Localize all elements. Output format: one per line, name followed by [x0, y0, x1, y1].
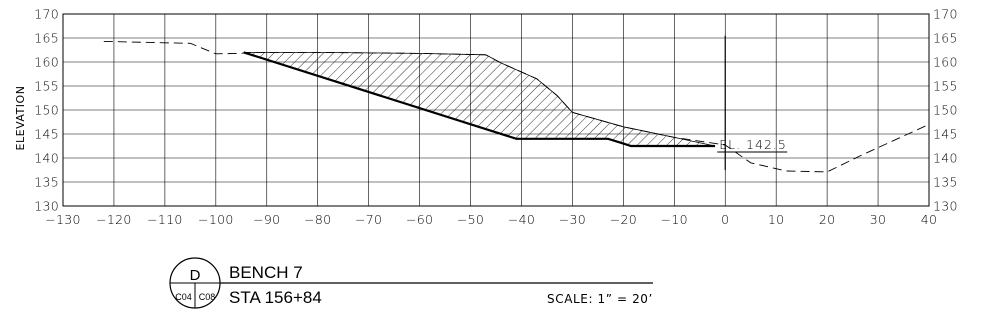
y-tick-label-left: 155 [34, 79, 59, 94]
x-tick-label: −120 [96, 212, 132, 227]
x-tick-label: −70 [355, 212, 382, 227]
y-tick-label-left: 135 [34, 175, 59, 190]
existing-ground-line [103, 40, 930, 173]
profile-lines: EL. 142.5 [103, 35, 930, 173]
y-tick-label-right: 140 [933, 151, 958, 166]
y-tick-label-left: 130 [34, 199, 59, 214]
y-tick-label-left: 160 [34, 55, 59, 70]
x-tick-label: −50 [457, 212, 484, 227]
x-tick-label: 0 [721, 212, 729, 227]
y-tick-label-right: 150 [933, 103, 958, 118]
y-tick-label-right: 130 [933, 199, 958, 214]
y-tick-label-left: 165 [34, 31, 59, 46]
sheet-ref-right: C08 [199, 292, 216, 302]
x-tick-label: −90 [253, 212, 280, 227]
x-tick-label: 10 [768, 212, 785, 227]
sheet-ref-left: C04 [175, 292, 192, 302]
x-tick-label: −10 [661, 212, 688, 227]
proposed-bench-line [243, 51, 715, 148]
x-tick-label: −100 [198, 212, 234, 227]
grid [62, 13, 930, 207]
hatched-cut-region [243, 52, 716, 147]
x-tick-label: −60 [406, 212, 433, 227]
y-axis-label: ELEVATION [14, 86, 27, 151]
y-tick-label-right: 160 [933, 55, 958, 70]
y-tick-label-left: 145 [34, 127, 59, 142]
x-tick-label: 40 [921, 212, 938, 227]
detail-title: BENCH 7 [229, 263, 303, 282]
y-tick-label-left: 150 [34, 103, 59, 118]
scale-note: SCALE: 1” = 20’ [547, 292, 653, 306]
x-tick-label: −80 [304, 212, 331, 227]
detail-bubble: D C04 C08 [169, 257, 653, 309]
y-tick-label-right: 165 [933, 31, 958, 46]
x-tick-label: −40 [508, 212, 535, 227]
y-tick-label-right: 135 [933, 175, 958, 190]
y-tick-label-right: 155 [933, 79, 958, 94]
x-tick-label: −110 [147, 212, 183, 227]
y-tick-label-right: 145 [933, 127, 958, 142]
hatch-fill [243, 52, 716, 147]
y-tick-label-left: 170 [34, 7, 59, 22]
x-tick-label: −130 [45, 212, 81, 227]
x-tick-label: 20 [819, 212, 836, 227]
y-tick-label-right: 170 [933, 7, 958, 22]
x-tick-label: 30 [870, 212, 887, 227]
detail-letter: D [190, 267, 201, 284]
detail-station: STA 156+84 [229, 288, 322, 307]
y-tick-label-left: 140 [34, 151, 59, 166]
x-tick-label: −30 [559, 212, 586, 227]
x-tick-label: −20 [610, 212, 637, 227]
axis-ticks: 130 130 135 135 140 140 145 145 150 150 155 155 160 1… [34, 7, 958, 228]
elevation-label: EL. 142.5 [719, 137, 787, 152]
